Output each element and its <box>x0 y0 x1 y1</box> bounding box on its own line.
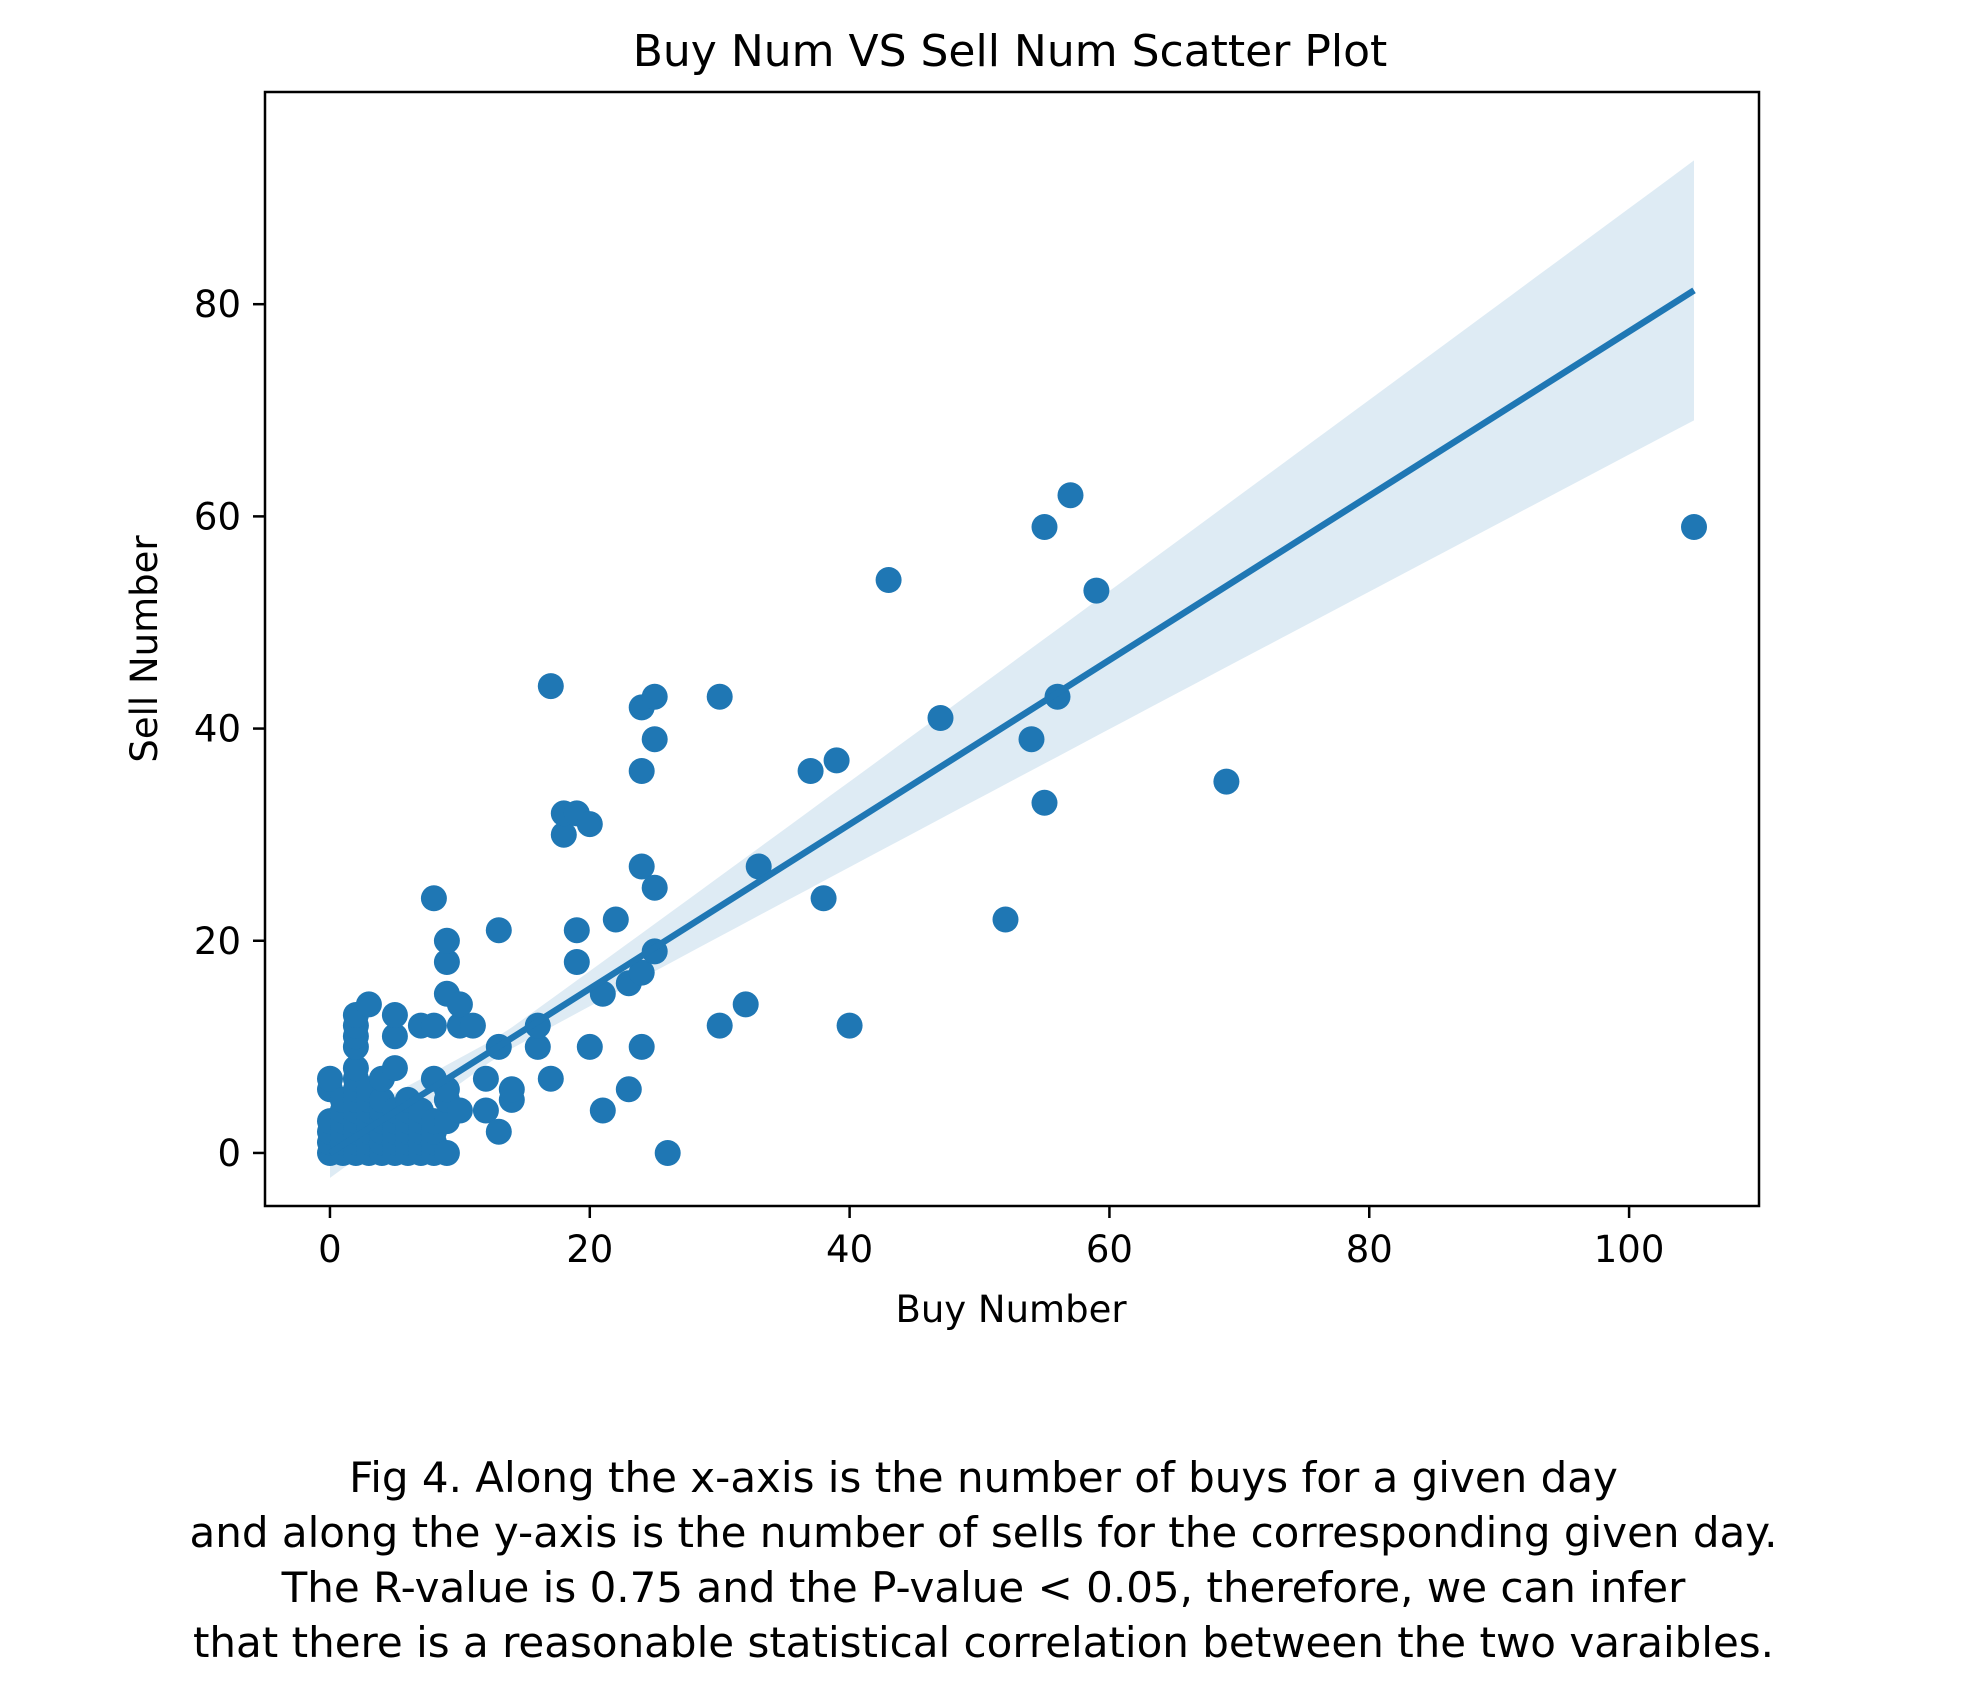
data-point <box>706 683 733 710</box>
caption-line: The R-value is 0.75 and the P-value < 0.… <box>281 1563 1686 1612</box>
data-point <box>381 1055 408 1082</box>
x-axis-label: Buy Number <box>895 1288 1127 1331</box>
data-point <box>420 1012 447 1039</box>
data-point <box>875 567 902 593</box>
data-point <box>1213 768 1240 795</box>
data-point <box>381 1002 408 1028</box>
figure-caption: Fig 4. Along the x-axis is the number of… <box>0 1450 1967 1670</box>
x-ticks: 0 20 40 60 80 100 <box>318 1206 1664 1271</box>
data-point <box>576 1033 603 1060</box>
points-layer <box>317 482 1707 1166</box>
data-point <box>706 1012 733 1039</box>
data-point <box>472 1065 499 1092</box>
data-point <box>992 906 1019 933</box>
y-ticks: 0 20 40 60 80 <box>194 283 265 1175</box>
data-point <box>446 991 473 1018</box>
data-point <box>485 917 512 944</box>
caption-line: that there is a reasonable statistical c… <box>192 1618 1775 1667</box>
data-point <box>420 885 447 912</box>
confidence-band-layer <box>330 160 1694 1178</box>
x-tick-label: 100 <box>1594 1228 1665 1271</box>
data-point <box>355 991 382 1018</box>
data-point <box>745 853 772 880</box>
chart-title: Buy Num VS Sell Num Scatter Plot <box>633 26 1388 77</box>
y-tick-label: 60 <box>194 495 241 538</box>
data-point <box>628 758 655 784</box>
data-point <box>732 991 759 1018</box>
data-point <box>1031 789 1058 816</box>
data-point <box>1018 726 1045 753</box>
data-point <box>342 1055 369 1082</box>
data-point <box>602 906 629 933</box>
data-point <box>654 1140 681 1166</box>
data-point <box>1057 482 1084 509</box>
data-point <box>641 683 668 710</box>
data-point <box>459 1012 486 1039</box>
data-point <box>576 811 603 838</box>
data-point <box>472 1097 499 1124</box>
data-point <box>550 821 577 848</box>
y-tick-label: 40 <box>194 708 241 751</box>
regression-line <box>328 287 1696 1156</box>
data-point <box>446 1097 473 1124</box>
x-tick-label: 0 <box>318 1228 342 1271</box>
data-point <box>1681 514 1707 540</box>
caption-line: Fig 4. Along the x-axis is the number of… <box>349 1453 1618 1502</box>
data-point <box>797 758 824 784</box>
data-point <box>381 1023 408 1050</box>
data-point <box>537 1065 564 1092</box>
y-tick-label: 80 <box>194 283 241 326</box>
x-tick-label: 40 <box>826 1228 873 1271</box>
x-tick-label: 60 <box>1086 1228 1133 1271</box>
regression-line-layer <box>328 287 1696 1156</box>
data-point <box>563 917 590 944</box>
data-point <box>641 874 668 901</box>
data-point <box>823 747 850 774</box>
data-point <box>836 1012 863 1039</box>
data-point <box>317 1065 343 1092</box>
data-point <box>1031 514 1058 540</box>
data-point <box>628 1033 655 1060</box>
data-point <box>628 853 655 880</box>
y-tick-label: 20 <box>194 920 241 963</box>
data-point <box>433 927 460 954</box>
data-point <box>563 949 590 975</box>
plot-frame <box>263 90 1761 1208</box>
caption-line: and along the y-axis is the number of se… <box>189 1508 1778 1557</box>
data-point <box>537 673 564 700</box>
data-point <box>498 1076 525 1103</box>
x-tick-label: 80 <box>1346 1228 1393 1271</box>
data-point <box>433 949 460 975</box>
y-axis-label: Sell Number <box>123 535 166 763</box>
data-point <box>628 959 655 986</box>
x-tick-label: 20 <box>566 1228 613 1271</box>
data-point <box>433 1140 460 1166</box>
data-point <box>524 1033 551 1060</box>
data-point <box>927 705 954 731</box>
data-point <box>641 726 668 753</box>
data-point <box>615 1076 642 1103</box>
y-tick-label: 0 <box>217 1132 241 1175</box>
data-point <box>485 1118 512 1145</box>
data-point <box>589 1097 616 1124</box>
data-point <box>1083 577 1110 604</box>
confidence-band <box>330 160 1694 1178</box>
data-point <box>810 885 837 912</box>
